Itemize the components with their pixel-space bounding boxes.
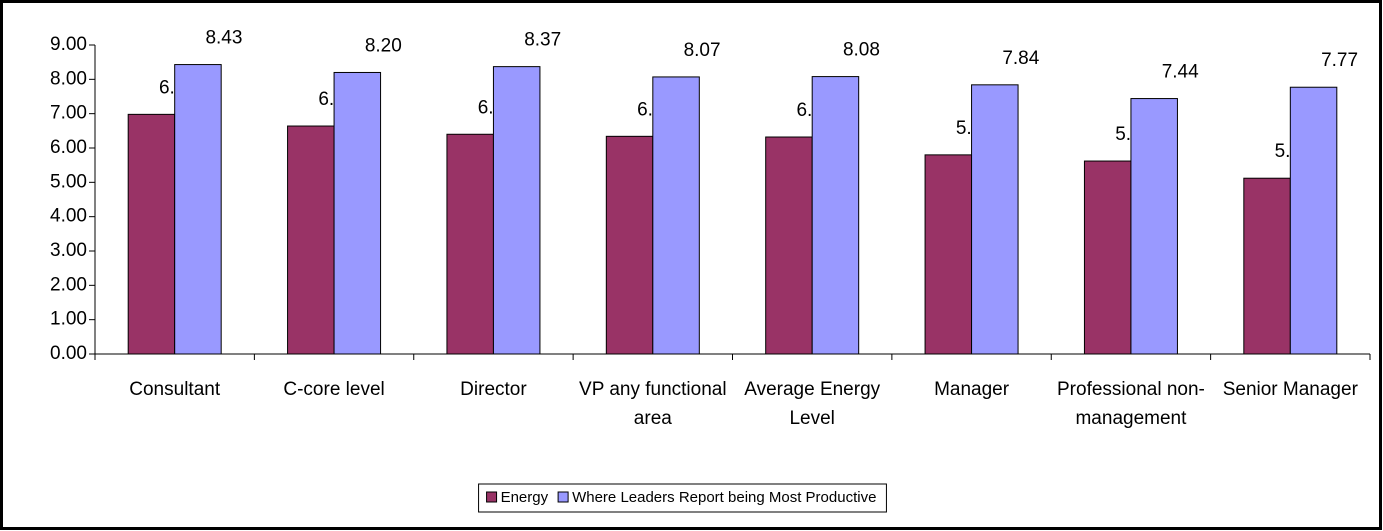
value-label: 7.44 bbox=[1162, 62, 1199, 83]
y-tick-label: 1.00 bbox=[50, 309, 87, 330]
bar bbox=[446, 133, 494, 355]
bar bbox=[333, 71, 382, 355]
bar bbox=[765, 136, 813, 355]
x-tick-label: Consultant bbox=[129, 379, 221, 400]
bar bbox=[174, 64, 222, 355]
y-tick-label: 2.00 bbox=[50, 274, 87, 295]
value-label: 8.08 bbox=[843, 40, 880, 61]
legend-label: Where Leaders Report being Most Producti… bbox=[572, 489, 876, 506]
y-tick-label: 7.00 bbox=[50, 103, 87, 124]
value-label: 8.43 bbox=[205, 28, 242, 49]
y-tick-label: 0.00 bbox=[50, 343, 87, 364]
legend-swatch bbox=[486, 491, 498, 503]
bar bbox=[492, 66, 541, 355]
bar bbox=[652, 76, 700, 355]
bar bbox=[1243, 177, 1291, 355]
bar bbox=[1130, 98, 1178, 355]
y-tick-label: 6.00 bbox=[50, 137, 87, 158]
y-tick-label: 4.00 bbox=[50, 206, 87, 227]
bar bbox=[924, 154, 973, 355]
bar bbox=[287, 125, 335, 355]
x-tick-label: Senior Manager bbox=[1222, 379, 1358, 400]
x-tick-label: C-core level bbox=[283, 379, 385, 400]
x-tick-label: Director bbox=[460, 379, 527, 400]
bar bbox=[811, 76, 860, 355]
legend-swatch bbox=[557, 491, 569, 503]
bar bbox=[605, 135, 654, 355]
y-tick-label: 8.00 bbox=[50, 68, 87, 89]
x-tick-label: Average Energy Level bbox=[744, 379, 881, 429]
y-tick-label: 9.00 bbox=[50, 34, 87, 55]
x-tick-label: Manager bbox=[934, 379, 1010, 400]
legend-box bbox=[478, 483, 887, 513]
value-label: 8.07 bbox=[684, 40, 721, 61]
legend-label: Energy bbox=[501, 489, 549, 506]
bar bbox=[127, 113, 176, 355]
value-label: 7.84 bbox=[1002, 48, 1039, 69]
value-label: 7.77 bbox=[1321, 50, 1358, 71]
bar bbox=[971, 84, 1019, 355]
bar bbox=[1083, 160, 1132, 355]
y-tick-label: 3.00 bbox=[50, 240, 87, 261]
value-label: 8.37 bbox=[524, 30, 561, 51]
x-tick-label: Professional non-management bbox=[1057, 379, 1205, 429]
bar bbox=[1289, 86, 1338, 355]
x-tick-label: VP any functional area bbox=[579, 379, 727, 429]
value-label: 8.20 bbox=[365, 35, 402, 56]
y-tick-label: 5.00 bbox=[50, 171, 87, 192]
